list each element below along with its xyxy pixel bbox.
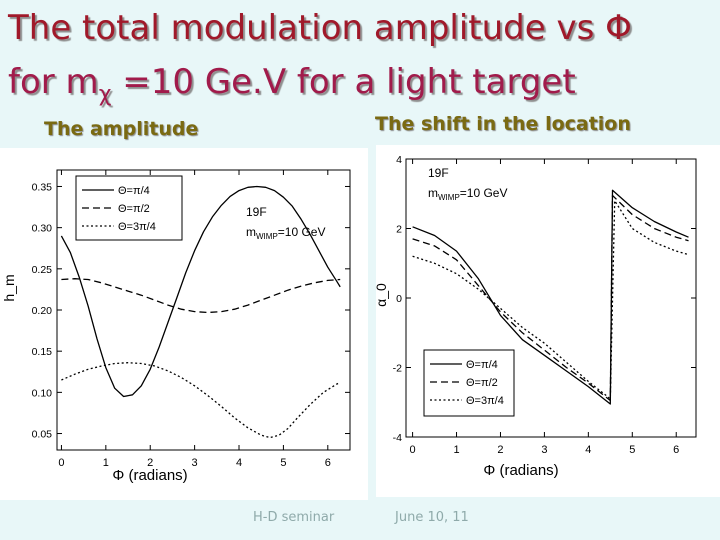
annotation-target-isotope: 19F [428, 166, 449, 180]
x-tick-label: 0 [410, 444, 416, 456]
legend-label-2: Θ=π/2 [118, 203, 150, 215]
subtitle-shift: The shift in the location [375, 113, 631, 135]
annotation-mass-prefix: m [428, 186, 438, 200]
annotation-mass-subscript: WIMP [256, 232, 278, 241]
shift-chart-panel: 0 1 2 3 4 5 6 -4 -2 0 2 4 Θ=π/4 Θ=π/2 Θ=3π/4 19F mWIMP=1… [373, 145, 720, 497]
annotation-mass-subscript: WIMP [438, 193, 460, 202]
amplitude-chart: 0 1 2 3 4 5 6 0.05 0.10 0.15 0.20 0.25 0.30 0.35 Θ=π/4… [1, 169, 351, 484]
y-axis-label: h_m [1, 274, 17, 301]
legend-box [423, 349, 515, 417]
slide-title-line-2: for mχ =10 Ge.V for a light target [8, 62, 576, 107]
y-tick-label: 0 [396, 293, 402, 305]
y-tick-label: 0.05 [32, 429, 53, 441]
x-tick-label: 1 [103, 457, 109, 469]
series-line-3 [61, 362, 341, 439]
slide-title-line-1: The total modulation amplitude vs Φ [8, 8, 632, 48]
x-tick-label: 6 [325, 457, 331, 469]
x-tick-label: 4 [585, 444, 591, 456]
y-tick-label: 0.20 [32, 305, 53, 317]
legend-label-1: Θ=π/4 [466, 359, 498, 371]
x-tick-label: 4 [236, 457, 242, 469]
x-axis-label: Φ (radians) [483, 462, 558, 479]
y-tick-label: 0.15 [32, 346, 53, 358]
y-axis-label: α_0 [376, 283, 389, 307]
series-line-2 [412, 194, 689, 402]
y-tick-label: 0.35 [32, 181, 53, 193]
subtitle-amplitude: The amplitude [44, 118, 199, 140]
shift-chart: 0 1 2 3 4 5 6 -4 -2 0 2 4 Θ=π/4 Θ=π/2 Θ=3π/4 19F mWIMP=1… [373, 154, 697, 479]
annotation-mass-value: =10 GeV [460, 186, 508, 200]
y-tick-label: 4 [396, 154, 402, 166]
y-tick-label: 0.10 [32, 387, 53, 399]
y-tick-label: 0.30 [32, 223, 53, 235]
x-tick-label: 2 [497, 444, 503, 456]
y-tick-label: -2 [393, 363, 402, 375]
x-tick-label: 3 [541, 444, 547, 456]
x-tick-label: 5 [280, 457, 286, 469]
legend-label-3: Θ=3π/4 [466, 395, 504, 407]
x-tick-label: 5 [629, 444, 635, 456]
footer-date: June 10, 11 [395, 510, 469, 525]
amplitude-chart-panel: 0 1 2 3 4 5 6 0.05 0.10 0.15 0.20 0.25 0.30 0.35 Θ=π/4… [0, 148, 368, 500]
annotation-target-isotope: 19F [246, 205, 267, 219]
x-tick-label: 3 [192, 457, 198, 469]
series-line-2 [61, 278, 341, 314]
annotation-mass: mWIMP=10 GeV [246, 225, 325, 241]
x-tick-label: 0 [58, 457, 64, 469]
y-tick-label: -4 [393, 432, 402, 444]
x-tick-label: 1 [453, 444, 459, 456]
y-tick-label: 2 [396, 224, 402, 236]
series-line-1 [412, 189, 689, 405]
footer-seminar: H-D seminar [253, 510, 335, 525]
legend-label-1: Θ=π/4 [118, 185, 150, 197]
title-chi-subscript: χ [98, 82, 112, 107]
annotation-mass-prefix: m [246, 225, 256, 239]
x-tick-label: 2 [147, 457, 153, 469]
title-line-2-prefix: for m [8, 62, 99, 102]
title-line-2-suffix: =10 Ge.V for a light target [111, 62, 576, 102]
annotation-mass: mWIMP=10 GeV [428, 186, 507, 202]
annotation-mass-value: =10 GeV [278, 225, 326, 239]
legend-label-2: Θ=π/2 [466, 377, 498, 389]
x-axis-label: Φ (radians) [112, 467, 187, 484]
legend-label-3: Θ=3π/4 [118, 221, 156, 233]
y-tick-label: 0.25 [32, 264, 53, 276]
x-tick-label: 6 [673, 444, 679, 456]
series-line-1 [60, 185, 341, 398]
